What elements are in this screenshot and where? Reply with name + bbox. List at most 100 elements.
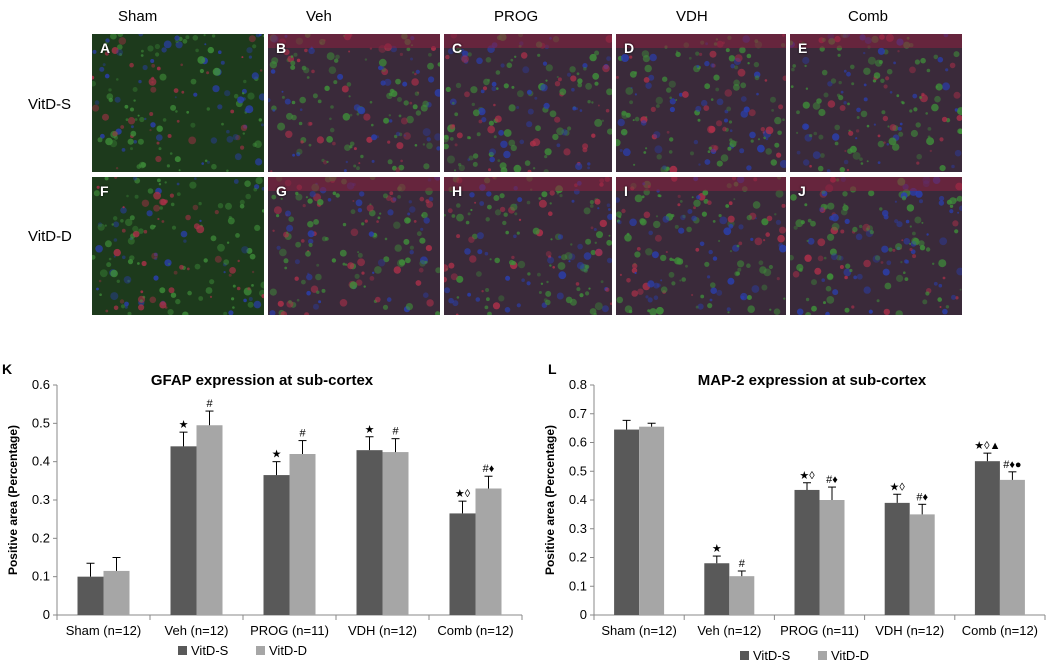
micrograph-panel-d: D <box>616 34 786 172</box>
significance-marker: ★◊▲ <box>974 440 1000 452</box>
significance-marker: # <box>392 426 399 438</box>
legend-swatch <box>818 651 827 660</box>
panel-letter: E <box>798 40 808 56</box>
legend-label: VitD-D <box>831 648 869 663</box>
micrograph-panel-c: C <box>444 34 612 172</box>
legend-swatch <box>178 646 187 655</box>
bar <box>196 425 223 615</box>
micrograph-panel-g: G <box>268 177 440 315</box>
bar <box>263 475 290 615</box>
bar <box>794 489 820 615</box>
chart-title: MAP-2 expression at sub-cortex <box>698 372 927 389</box>
significance-marker: #♦● <box>1003 459 1021 471</box>
x-tick-label: VDH (n=12) <box>875 623 944 638</box>
column-label-prog: PROG <box>494 8 539 25</box>
x-tick-label: VDH (n=12) <box>348 623 417 638</box>
significance-marker: ★◊ <box>455 488 471 500</box>
bar <box>356 450 383 615</box>
significance-marker: ★ <box>272 449 282 461</box>
y-tick-label: 0.7 <box>569 406 587 421</box>
y-axis-label: Positive area (Percentage) <box>6 425 20 575</box>
chart-title: GFAP expression at sub-cortex <box>151 372 374 389</box>
column-label-comb: Comb <box>848 8 889 25</box>
y-tick-label: 0 <box>580 607 587 622</box>
panel-letter: B <box>276 40 287 56</box>
micrograph-panel-e: E <box>790 34 962 172</box>
y-tick-label: 0 <box>43 607 50 622</box>
legend-swatch <box>740 651 749 660</box>
row-label-vitd-s: VitD-S <box>28 96 72 113</box>
micrograph-panel-b: B <box>268 34 440 172</box>
bar <box>639 426 665 615</box>
y-tick-label: 0.4 <box>32 454 50 469</box>
column-label-sham: Sham <box>118 8 158 25</box>
panel-letter: J <box>798 183 806 199</box>
y-tick-label: 0.3 <box>32 492 50 507</box>
panel-letter: A <box>100 40 111 56</box>
row-label-vitd-d: VitD-D <box>28 228 72 245</box>
y-tick-label: 0.1 <box>32 569 50 584</box>
significance-marker: # <box>739 558 746 570</box>
panel-letter: F <box>100 183 109 199</box>
x-tick-label: Comb (n=12) <box>962 623 1038 638</box>
bar <box>884 502 910 615</box>
bar <box>103 570 130 615</box>
y-tick-label: 0.5 <box>32 415 50 430</box>
y-tick-label: 0.2 <box>569 550 587 565</box>
bar <box>449 513 476 615</box>
significance-marker: # <box>206 398 213 410</box>
significance-marker: #♦ <box>483 463 495 475</box>
y-tick-label: 0.8 <box>569 377 587 392</box>
legend-label: VitD-S <box>753 648 791 663</box>
significance-marker: ★◊ <box>890 481 906 493</box>
x-tick-label: Veh (n=12) <box>165 623 229 638</box>
micrograph-panel-f: F <box>92 177 264 315</box>
x-tick-label: PROG (n=11) <box>780 623 859 638</box>
bar <box>999 479 1025 615</box>
significance-marker: ★ <box>179 419 189 431</box>
micrograph-panel-i: I <box>616 177 786 315</box>
bar <box>974 461 1000 615</box>
significance-marker: #♦ <box>916 491 928 503</box>
bar <box>475 488 502 615</box>
bar <box>77 576 104 615</box>
legend-swatch <box>256 646 265 655</box>
micrograph-panel-a: A <box>92 34 264 172</box>
y-tick-label: 0.5 <box>569 463 587 478</box>
legend-label: VitD-D <box>269 643 307 658</box>
chart-letter-l: L <box>548 361 557 377</box>
significance-marker: # <box>299 428 306 440</box>
legend-label: VitD-S <box>191 643 229 658</box>
micrograph-panel-h: H <box>444 177 612 315</box>
bar <box>614 429 640 615</box>
panel-letter: I <box>624 183 628 199</box>
panel-letter: C <box>452 40 463 56</box>
y-tick-label: 0.4 <box>569 492 587 507</box>
column-label-veh: Veh <box>306 8 332 25</box>
y-tick-label: 0.3 <box>569 521 587 536</box>
x-tick-label: Sham (n=12) <box>66 623 142 638</box>
significance-marker: #♦ <box>826 474 838 486</box>
bar <box>729 576 755 615</box>
column-label-vdh: VDH <box>676 8 708 25</box>
bar <box>909 514 935 615</box>
x-tick-label: PROG (n=11) <box>250 623 329 638</box>
significance-marker: ★ <box>365 424 375 436</box>
x-tick-label: Veh (n=12) <box>697 623 761 638</box>
panel-letter: D <box>624 40 635 56</box>
bar <box>382 452 409 615</box>
bar <box>289 454 316 615</box>
panel-letter: H <box>452 183 463 199</box>
y-axis-label: Positive area (Percentage) <box>543 425 557 575</box>
micrograph-panel-j: J <box>790 177 962 315</box>
x-tick-label: Comb (n=12) <box>437 623 513 638</box>
bar <box>819 500 845 615</box>
y-tick-label: 0.2 <box>32 530 50 545</box>
chart-letter-k: K <box>2 361 13 377</box>
significance-marker: ★ <box>712 543 722 555</box>
bar <box>704 563 730 615</box>
y-tick-label: 0.6 <box>569 435 587 450</box>
x-tick-label: Sham (n=12) <box>601 623 677 638</box>
bar <box>170 446 197 615</box>
